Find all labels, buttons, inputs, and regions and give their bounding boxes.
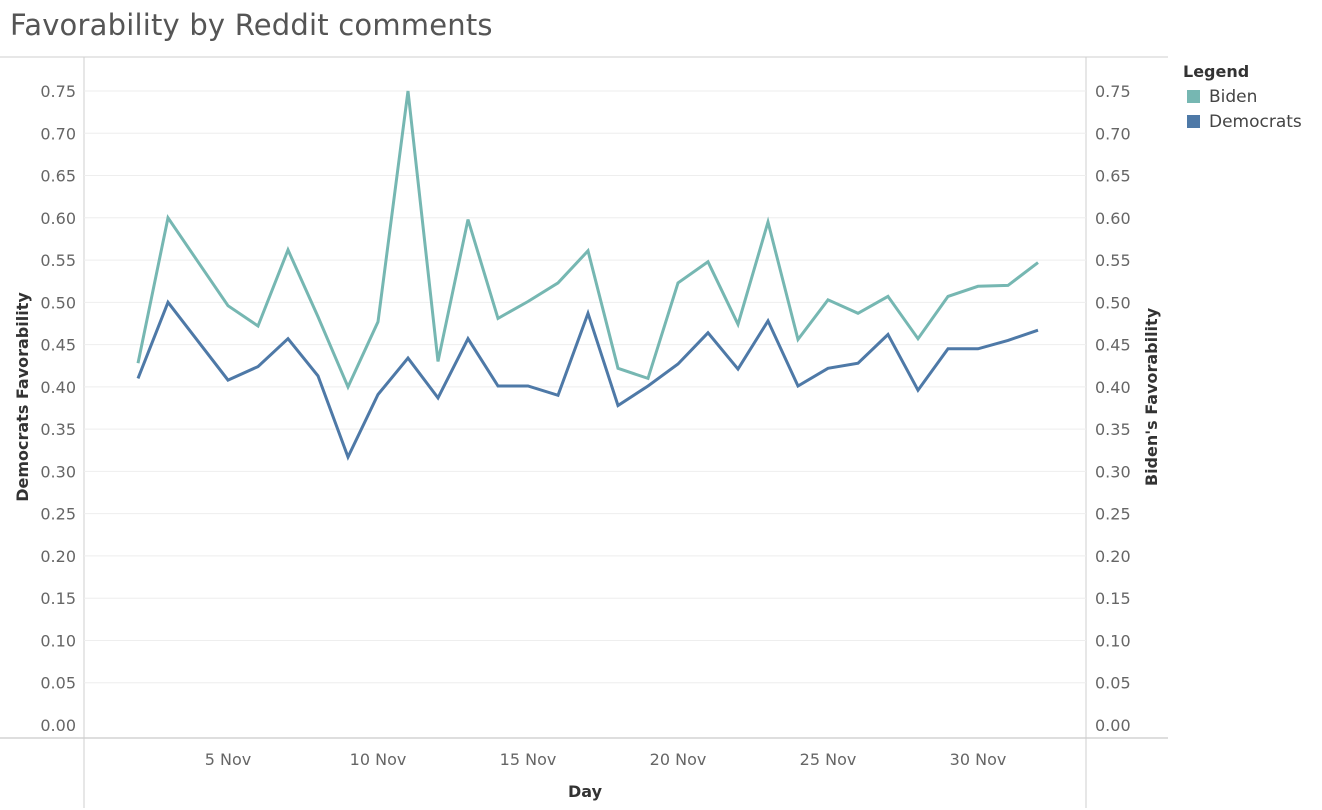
left-y-axis-ticks: 0.00 0.05 0.10 0.15 0.20 0.25 0.30 0.35 0.40 0.45… <box>40 82 76 735</box>
x-tick-label: 20 Nov <box>650 750 707 769</box>
right-y-tick-label: 0.40 <box>1095 378 1131 397</box>
legend-swatch <box>1187 115 1200 128</box>
left-y-tick-label: 0.15 <box>40 589 76 608</box>
left-y-tick-label: 0.10 <box>40 631 76 650</box>
left-y-tick-label: 0.30 <box>40 462 76 481</box>
left-y-tick-label: 0.70 <box>40 124 76 143</box>
legend-items: Biden Democrats <box>1183 84 1302 134</box>
left-y-tick-label: 0.50 <box>40 293 76 312</box>
chart-frame <box>0 56 1168 808</box>
legend-swatch <box>1187 90 1200 103</box>
left-y-tick-label: 0.75 <box>40 82 76 101</box>
right-y-tick-label: 0.10 <box>1095 631 1131 650</box>
right-y-tick-label: 0.65 <box>1095 167 1131 186</box>
right-y-tick-label: 0.70 <box>1095 124 1131 143</box>
x-tick-label: 10 Nov <box>350 750 407 769</box>
x-tick-label: 30 Nov <box>950 750 1007 769</box>
right-y-tick-label: 0.35 <box>1095 420 1131 439</box>
left-y-tick-label: 0.00 <box>40 716 76 735</box>
right-y-tick-label: 0.55 <box>1095 251 1131 270</box>
x-tick-label: 15 Nov <box>500 750 557 769</box>
x-axis-ticks: 5 Nov 10 Nov 15 Nov 20 Nov 25 Nov 30 Nov <box>205 750 1007 769</box>
right-y-tick-label: 0.50 <box>1095 293 1131 312</box>
legend-item-biden[interactable]: Biden <box>1183 84 1302 109</box>
left-y-tick-label: 0.45 <box>40 336 76 355</box>
left-y-tick-label: 0.05 <box>40 674 76 693</box>
x-axis-title: Day <box>568 782 603 801</box>
left-y-tick-label: 0.25 <box>40 505 76 524</box>
left-y-tick-label: 0.35 <box>40 420 76 439</box>
right-y-axis-ticks: 0.00 0.05 0.10 0.15 0.20 0.25 0.30 0.35 0.40 0.45… <box>1095 82 1131 735</box>
left-y-tick-label: 0.65 <box>40 167 76 186</box>
chart-title: Favorability by Reddit comments <box>10 8 493 42</box>
right-y-axis-title: Biden's Favorability <box>1142 307 1161 486</box>
left-y-tick-label: 0.55 <box>40 251 76 270</box>
right-y-tick-label: 0.25 <box>1095 505 1131 524</box>
left-y-tick-label: 0.40 <box>40 378 76 397</box>
left-y-tick-label: 0.20 <box>40 547 76 566</box>
right-y-tick-label: 0.60 <box>1095 209 1131 228</box>
right-y-tick-label: 0.20 <box>1095 547 1131 566</box>
gridlines <box>84 90 1086 684</box>
right-y-tick-label: 0.75 <box>1095 82 1131 101</box>
right-y-tick-label: 0.45 <box>1095 336 1131 355</box>
right-y-tick-label: 0.00 <box>1095 716 1131 735</box>
series-lines <box>136 90 1039 461</box>
legend-item-democrats[interactable]: Democrats <box>1183 109 1302 134</box>
right-y-tick-label: 0.30 <box>1095 462 1131 481</box>
left-y-axis-title: Democrats Favorability <box>13 292 32 502</box>
series-line-biden <box>136 90 1039 391</box>
legend: Legend Biden Democrats <box>1183 62 1302 134</box>
right-y-tick-label: 0.15 <box>1095 589 1131 608</box>
legend-label: Democrats <box>1209 111 1302 132</box>
series-line-democrats <box>136 299 1039 461</box>
right-y-tick-label: 0.05 <box>1095 674 1131 693</box>
x-tick-label: 5 Nov <box>205 750 252 769</box>
x-tick-label: 25 Nov <box>800 750 857 769</box>
legend-title: Legend <box>1183 62 1250 81</box>
left-y-tick-label: 0.60 <box>40 209 76 228</box>
legend-label: Biden <box>1209 86 1258 107</box>
